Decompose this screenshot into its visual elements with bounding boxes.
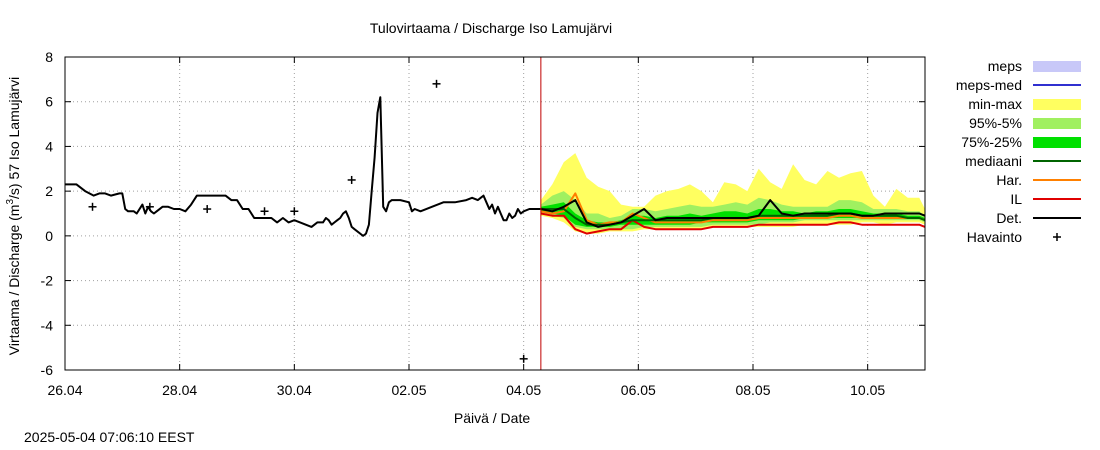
legend-item: 75%-25% — [961, 134, 1081, 150]
legend-label: 95%-5% — [969, 115, 1022, 131]
observation-point — [203, 205, 212, 214]
legend-item: Det. — [996, 210, 1081, 226]
series-il-line — [540, 212, 926, 235]
observation-point — [432, 79, 441, 88]
observation-point — [290, 207, 299, 216]
x-tick-label: 06.05 — [621, 382, 656, 398]
x-tick-label: 26.04 — [47, 382, 82, 398]
legend-label: Det. — [996, 210, 1022, 226]
series-har-line — [540, 192, 926, 226]
legend-swatch — [1033, 61, 1081, 72]
legend-item: meps — [988, 58, 1081, 74]
x-axis-ticks: 26.04 28.04 30.04 02.05 04.05 06.05 08.05 10.05 — [47, 57, 885, 398]
timestamp: 2025-05-04 07:06:10 EEST — [24, 429, 195, 445]
x-tick-label: 02.05 — [391, 382, 426, 398]
legend-label: 75%-25% — [961, 134, 1022, 150]
legend-item: mediaani — [965, 153, 1081, 169]
legend-item: 95%-5% — [969, 115, 1081, 131]
chart-title: Tulovirtaama / Discharge Iso Lamujärvi — [370, 20, 612, 36]
legend-item: meps-med — [956, 77, 1081, 93]
legend-label: meps-med — [956, 77, 1022, 93]
y-tick-label: -2 — [41, 273, 54, 289]
y-tick-label: -4 — [41, 317, 54, 333]
legend-label: Har. — [996, 172, 1022, 188]
legend-swatch — [1033, 137, 1081, 148]
observation-markers — [88, 79, 528, 363]
y-tick-label: 6 — [45, 94, 53, 110]
legend-label: mediaani — [965, 153, 1022, 169]
legend-label: Havainto — [967, 229, 1022, 245]
x-tick-label: 30.04 — [277, 382, 312, 398]
y-tick-label: -6 — [41, 362, 54, 378]
legend-item: min-max — [968, 96, 1081, 112]
x-tick-label: 28.04 — [162, 382, 197, 398]
legend-label: min-max — [968, 96, 1022, 112]
observation-point — [260, 207, 269, 216]
observation-point — [88, 202, 97, 211]
y-tick-label: 2 — [45, 183, 53, 199]
legend-swatch — [1033, 118, 1081, 129]
legend-swatch — [1033, 99, 1081, 110]
series-history-line — [65, 96, 541, 237]
observation-point — [519, 354, 528, 363]
legend-item: IL — [1010, 191, 1081, 207]
x-axis-label: Päivä / Date — [454, 410, 530, 426]
series-det-line — [540, 199, 926, 228]
legend-item: Har. — [996, 172, 1081, 188]
y-tick-label: 8 — [45, 49, 53, 65]
observation-point — [145, 202, 154, 211]
x-tick-label: 10.05 — [850, 382, 885, 398]
y-axis-label: Virtaama / Discharge (m3/s) 57 Iso Lamuj… — [5, 77, 22, 355]
y-axis-ticks: -6 -4 -2 0 2 4 6 8 — [41, 49, 925, 378]
y-tick-label: 0 — [45, 228, 53, 244]
observation-point — [347, 175, 356, 184]
legend-label: IL — [1010, 191, 1022, 207]
legend-label: meps — [988, 58, 1022, 74]
x-tick-label: 08.05 — [735, 382, 770, 398]
y-tick-label: 4 — [45, 138, 53, 154]
series-lines — [65, 57, 926, 370]
legend-item: Havainto — [967, 229, 1061, 245]
legend: meps meps-med min-max 95%-5% 75%-25% mediaani… — [956, 58, 1081, 245]
x-tick-label: 04.05 — [506, 382, 541, 398]
plot-frame — [64, 56, 926, 371]
